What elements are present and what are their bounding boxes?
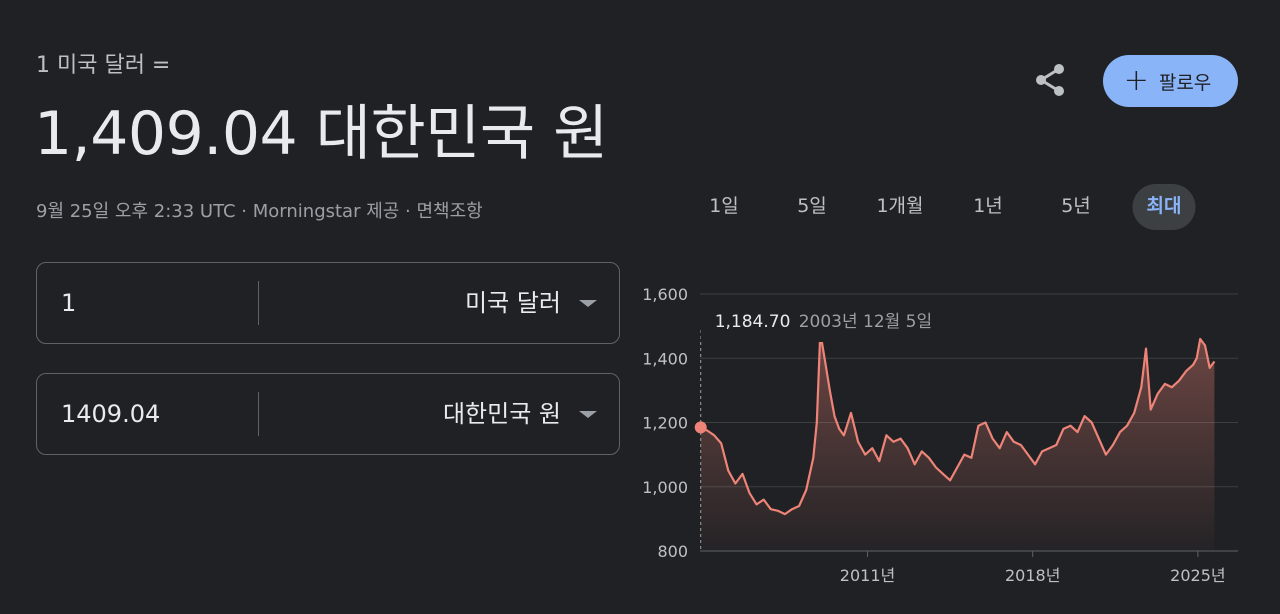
timestamp-source: 9월 25일 오후 2:33 UTC · Morningstar 제공 · [36, 201, 417, 222]
row-divider [258, 281, 259, 325]
tab-max[interactable]: 최대 [1132, 184, 1196, 230]
to-amount-input[interactable]: 1409.04 [61, 400, 161, 428]
y-tick-label: 1,000 [642, 478, 688, 497]
chevron-down-icon[interactable] [579, 411, 597, 418]
from-currency-row: 1 미국 달러 [36, 262, 620, 344]
base-currency-label: 1 미국 달러 = [36, 53, 171, 78]
hover-point [694, 421, 707, 434]
tab-1-month[interactable]: 1개월 [876, 195, 924, 217]
exchange-rate-value: 1,409.04 대한민국 원 [34, 99, 608, 169]
series-area [700, 332, 1215, 551]
share-button[interactable] [1026, 58, 1074, 106]
from-amount-input[interactable]: 1 [61, 289, 77, 317]
y-tick-label: 1,600 [642, 285, 688, 304]
tab-1-year[interactable]: 1년 [973, 195, 1003, 217]
y-tick-label: 1,400 [642, 349, 688, 368]
exchange-rate-chart[interactable]: 800 1,000 1,200 1,400 1,600 2011년 2018년 2025년 1,… [640, 270, 1260, 600]
tab-5-days[interactable]: 5일 [797, 195, 827, 217]
x-tick-label: 2018년 [1005, 566, 1060, 585]
chart-tooltip: 1,184.70 2003년 12월 5일 [700, 300, 963, 342]
disclaimer-link[interactable]: 면책조항 [416, 201, 483, 222]
tooltip-value: 1,184.70 [715, 312, 791, 332]
to-currency-select[interactable]: 대한민국 원 [442, 400, 561, 428]
series-line [700, 331, 1216, 516]
tooltip-background [700, 300, 963, 342]
plus-icon: + [1123, 63, 1149, 98]
y-tick-label: 800 [657, 542, 688, 561]
row-divider [258, 392, 259, 436]
follow-button[interactable]: + 팔로우 [1103, 55, 1238, 107]
x-tick-label: 2011년 [840, 566, 895, 585]
tab-5-years[interactable]: 5년 [1061, 195, 1091, 217]
chevron-down-icon[interactable] [579, 300, 597, 307]
source-info: 9월 25일 오후 2:33 UTC · Morningstar 제공 · 면책… [36, 198, 483, 226]
share-icon [1030, 60, 1070, 104]
tab-1-day[interactable]: 1일 [709, 195, 739, 217]
time-range-tabs: 1일 5일 1개월 1년 5년 최대 [680, 184, 1240, 230]
y-tick-label: 1,200 [642, 414, 688, 433]
follow-label: 팔로우 [1158, 71, 1212, 94]
x-tick-label: 2025년 [1170, 566, 1225, 585]
from-currency-select[interactable]: 미국 달러 [465, 289, 561, 317]
to-currency-row: 1409.04 대한민국 원 [36, 373, 620, 455]
tooltip-date: 2003년 12월 5일 [799, 312, 932, 332]
